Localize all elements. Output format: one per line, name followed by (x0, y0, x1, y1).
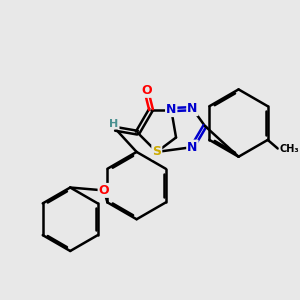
Text: O: O (99, 184, 109, 197)
Text: N: N (166, 103, 176, 116)
Text: N: N (187, 102, 198, 115)
Text: S: S (152, 146, 161, 158)
Text: N: N (187, 141, 198, 154)
Text: CH₃: CH₃ (279, 144, 299, 154)
Text: H: H (110, 118, 118, 129)
Text: O: O (141, 84, 152, 97)
